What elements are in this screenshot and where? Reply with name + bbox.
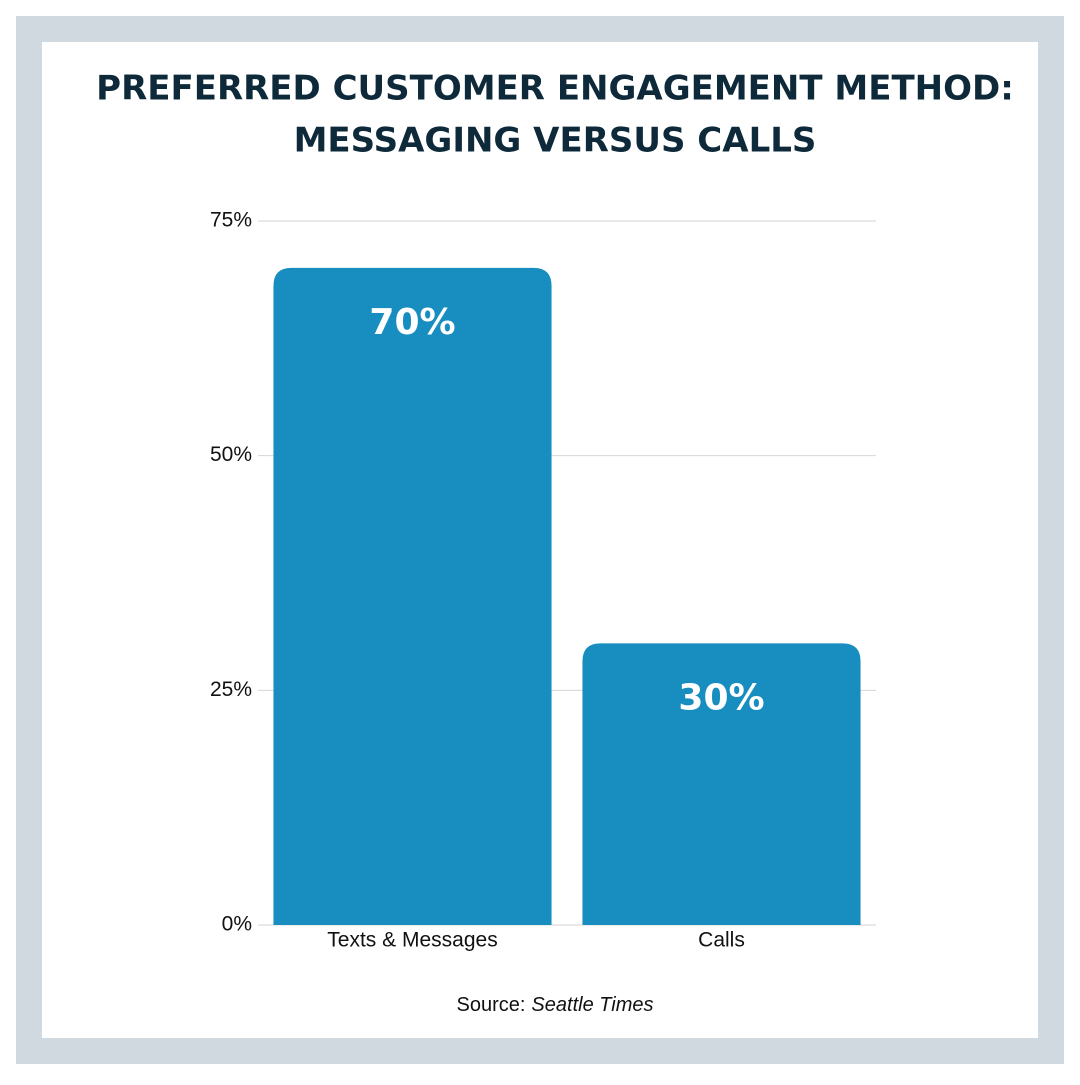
x-tick-label: Texts & Messages xyxy=(327,929,497,952)
source: Source: Seattle Times xyxy=(456,994,653,1016)
x-tick-label: Calls xyxy=(698,929,745,952)
source-name: Seattle Times xyxy=(531,994,653,1016)
bar xyxy=(273,267,552,925)
y-tick-label: 0% xyxy=(222,913,252,936)
source-label: Source: xyxy=(456,994,525,1016)
value-label: 70% xyxy=(369,302,455,343)
value-label: 30% xyxy=(678,677,764,718)
bar xyxy=(582,643,861,925)
chart-title: PREFERRED CUSTOMER ENGAGEMENT METHOD: xyxy=(96,69,1014,109)
y-tick-label: 50% xyxy=(210,443,252,466)
y-tick-label: 25% xyxy=(210,678,252,701)
chart-title: MESSAGING VERSUS CALLS xyxy=(294,121,817,161)
y-tick-label: 75% xyxy=(210,209,252,232)
